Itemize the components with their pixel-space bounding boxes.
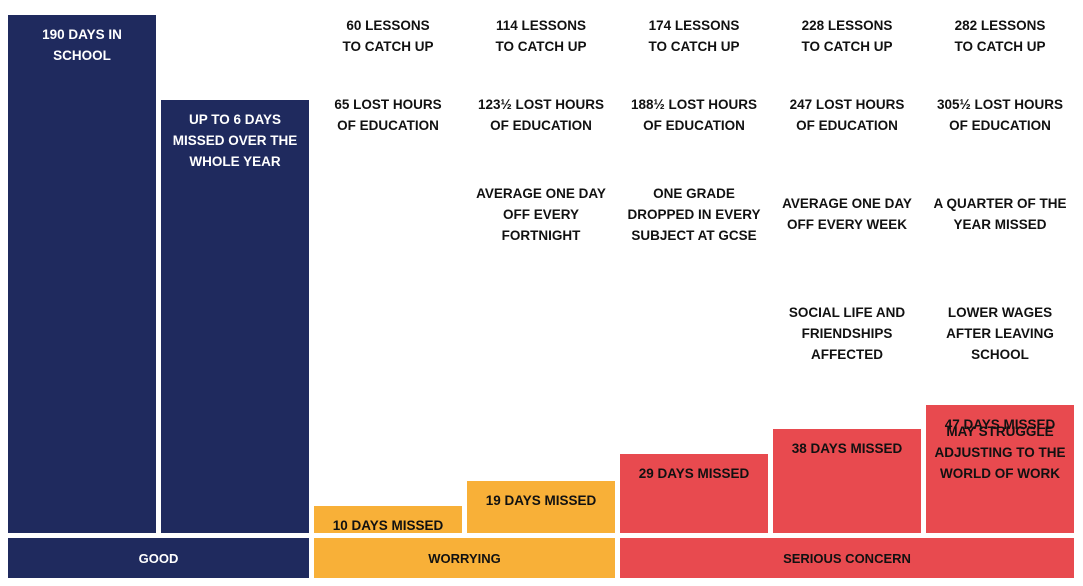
chart-bar: 47 DAYS MISSED [926,405,1074,533]
band-worrying: WORRYING [314,538,615,578]
chart-bar: 38 DAYS MISSED [773,429,921,533]
band-good: GOOD [8,538,309,578]
bar-label: 29 DAYS MISSED [638,466,750,481]
chart-column-5: 29 DAYS MISSED 174 LESSONS TO CATCH UP 188… [620,0,768,533]
impact-note: LOWER WAGES AFTER LEAVING SCHOOL [946,305,1054,362]
bar-label: 38 DAYS MISSED [791,441,903,456]
chart-column-7: 47 DAYS MISSED 282 LESSONS TO CATCH UP 305… [926,0,1074,533]
lessons-label: 60 LESSONS TO CATCH UP [342,18,434,54]
chart-column-3: 10 DAYS MISSED 60 LESSONS TO CATCH UP 65 L… [314,0,462,533]
bar-label: 47 DAYS MISSED [944,417,1056,432]
lessons-label: 282 LESSONS TO CATCH UP [954,18,1046,54]
lessons-label: 228 LESSONS TO CATCH UP [801,18,893,54]
bar-label: 10 DAYS MISSED [332,518,444,533]
impact-note: A QUARTER OF THE YEAR MISSED [933,196,1067,232]
chart-column-4: 19 DAYS MISSED 114 LESSONS TO CATCH UP 123… [467,0,615,533]
chart-column-1: 190 DAYS IN SCHOOL [8,0,156,533]
impact-note: AVERAGE ONE DAY OFF EVERY WEEK [782,196,912,232]
chart-column-6: 38 DAYS MISSED 228 LESSONS TO CATCH UP 247… [773,0,921,533]
chart-bar: 190 DAYS IN SCHOOL [8,15,156,533]
lost-hours-label: 188½ LOST HOURS OF EDUCATION [630,97,758,133]
bar-label: UP TO 6 DAYS MISSED OVER THE WHOLE YEAR [172,112,298,169]
chart-bar: 19 DAYS MISSED [467,481,615,533]
chart-bar: 29 DAYS MISSED [620,454,768,533]
bar-label: 19 DAYS MISSED [485,493,597,508]
impact-note: ONE GRADE DROPPED IN EVERY SUBJECT AT GC… [627,186,761,243]
impact-note: MAY STRUGGLE ADJUSTING TO THE WORLD OF W… [934,424,1066,481]
impact-note: SOCIAL LIFE AND FRIENDSHIPS AFFECTED [788,305,906,362]
bar-label: 190 DAYS IN SCHOOL [42,27,122,63]
chart-bar: UP TO 6 DAYS MISSED OVER THE WHOLE YEAR [161,100,309,533]
chart-bar: 10 DAYS MISSED [314,506,462,533]
lost-hours-label: 305½ LOST HOURS OF EDUCATION [936,97,1064,133]
lessons-label: 114 LESSONS TO CATCH UP [495,18,587,54]
lessons-label: 174 LESSONS TO CATCH UP [648,18,740,54]
band-serious: SERIOUS CONCERN [620,538,1074,578]
impact-note: AVERAGE ONE DAY OFF EVERY FORTNIGHT [476,186,606,243]
chart-column-2: UP TO 6 DAYS MISSED OVER THE WHOLE YEAR [161,0,309,533]
lost-hours-label: 247 LOST HOURS OF EDUCATION [789,97,905,133]
lost-hours-label: 123½ LOST HOURS OF EDUCATION [477,97,605,133]
lost-hours-label: 65 LOST HOURS OF EDUCATION [334,97,442,133]
